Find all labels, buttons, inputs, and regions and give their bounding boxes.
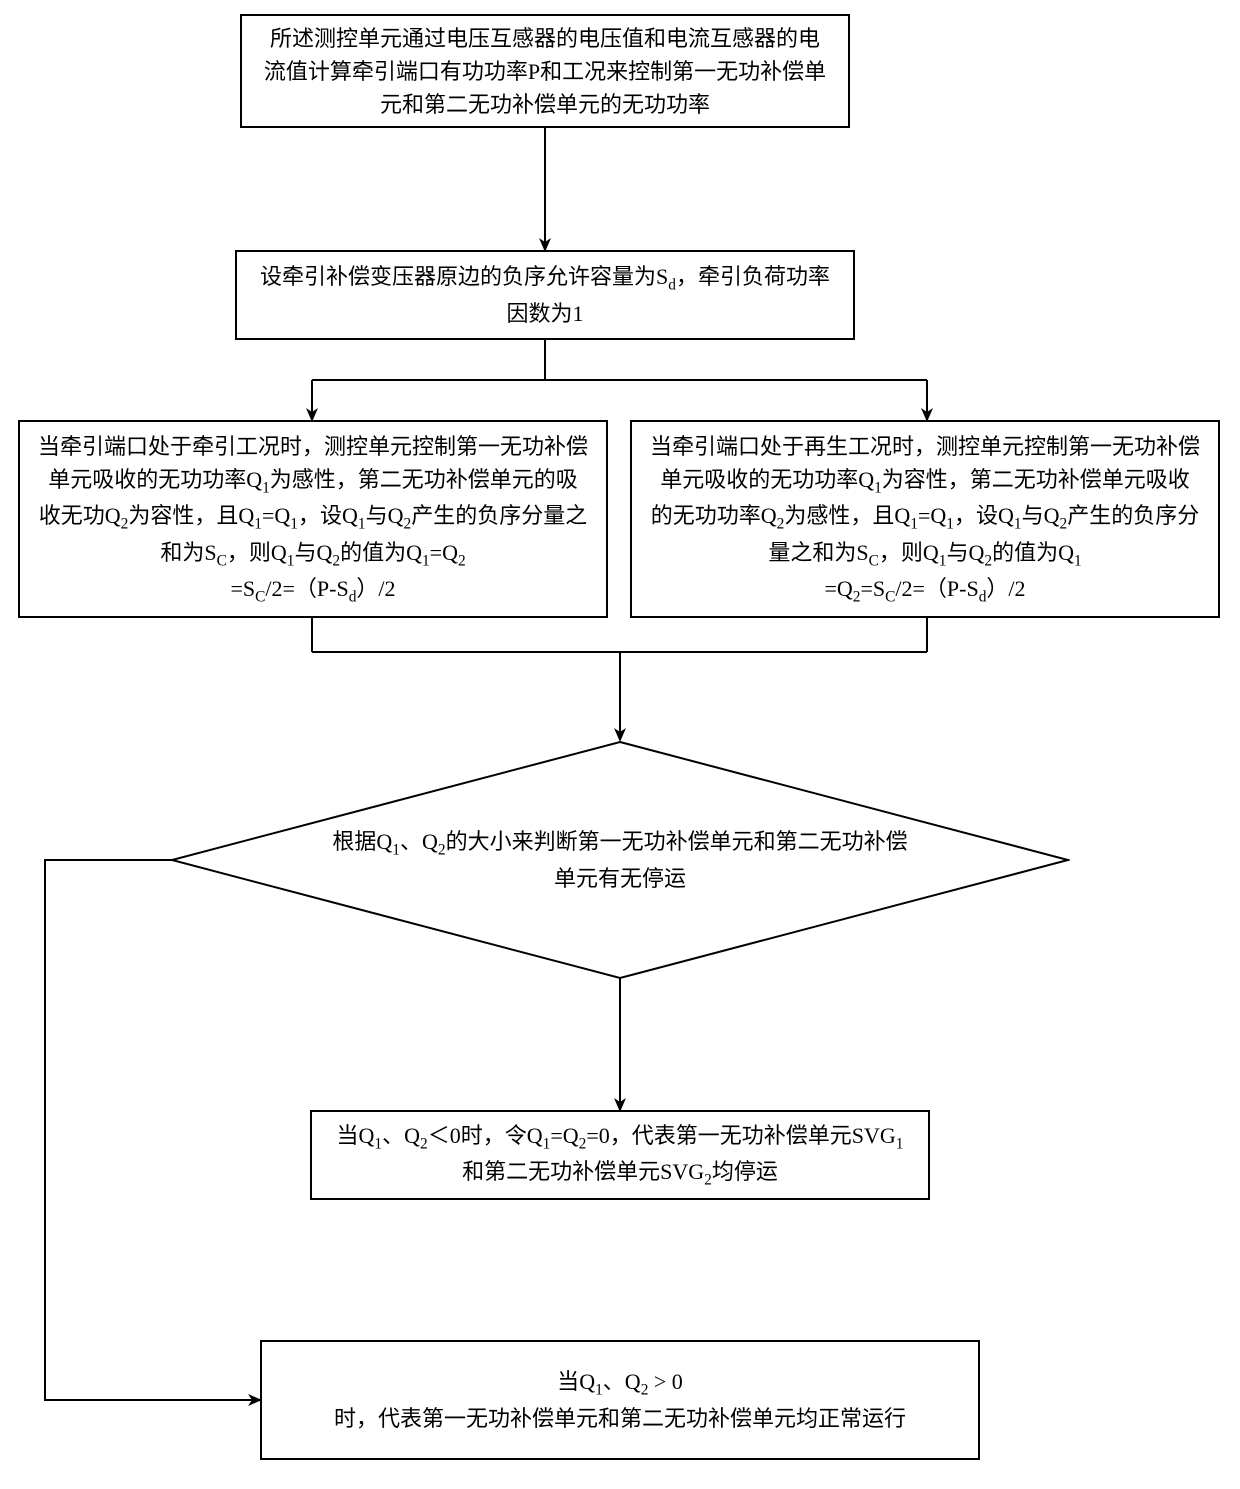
flow-node-5: 当Q1、Q2＜0时，令Q1=Q2=0，代表第一无功补偿单元SVG1和第二无功补偿…	[310, 1110, 930, 1200]
flow-node-4-text: 根据Q1、Q2的大小来判断第一无功补偿单元和第二无功补偿单元有无停运	[170, 740, 1070, 980]
flow-node-3b: 当牵引端口处于再生工况时，测控单元控制第一无功补偿单元吸收的无功功率Q1为容性，…	[630, 420, 1220, 618]
flow-node-6: 当Q1、Q2 > 0时，代表第一无功补偿单元和第二无功补偿单元均正常运行	[260, 1340, 980, 1460]
node-text: 当牵引端口处于再生工况时，测控单元控制第一无功补偿单元吸收的无功功率Q1为容性，…	[650, 430, 1200, 609]
node-text: 当Q1、Q2＜0时，令Q1=Q2=0，代表第一无功补偿单元SVG1和第二无功补偿…	[330, 1119, 910, 1192]
node-text: 所述测控单元通过电压互感器的电压值和电流互感器的电流值计算牵引端口有功功率P和工…	[260, 22, 830, 121]
node-text: 根据Q1、Q2的大小来判断第一无功补偿单元和第二无功补偿单元有无停运	[328, 825, 913, 895]
flow-node-2: 设牵引补偿变压器原边的负序允许容量为Sd，牵引负荷功率因数为1	[235, 250, 855, 340]
flow-node-3a: 当牵引端口处于牵引工况时，测控单元控制第一无功补偿单元吸收的无功功率Q1为感性，…	[18, 420, 608, 618]
node-text: 设牵引补偿变压器原边的负序允许容量为Sd，牵引负荷功率因数为1	[255, 260, 835, 330]
flow-node-1: 所述测控单元通过电压互感器的电压值和电流互感器的电流值计算牵引端口有功功率P和工…	[240, 14, 850, 128]
node-text: 当牵引端口处于牵引工况时，测控单元控制第一无功补偿单元吸收的无功功率Q1为感性，…	[38, 430, 588, 609]
node-text: 当Q1、Q2 > 0时，代表第一无功补偿单元和第二无功补偿单元均正常运行	[334, 1365, 906, 1435]
